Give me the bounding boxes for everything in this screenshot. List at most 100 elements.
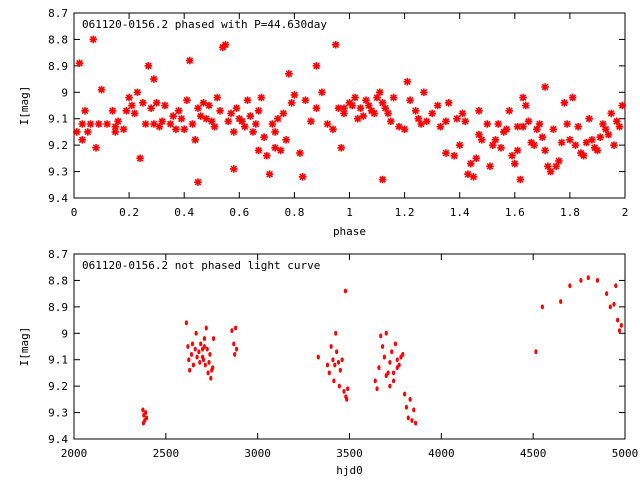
phased-x-tick-label: 1.2 — [395, 206, 415, 219]
unphased-data-point — [605, 291, 609, 297]
phased-data-point — [522, 101, 530, 110]
unphased-data-point — [412, 407, 416, 413]
unphased-data-point — [380, 344, 385, 349]
phased-data-point — [469, 173, 478, 181]
unphased-data-point — [614, 283, 618, 289]
unphased-data-point — [333, 362, 337, 368]
phased-data-point — [83, 128, 92, 136]
phased-data-point — [108, 106, 117, 115]
phased-data-point — [285, 69, 293, 78]
unphased-data-point — [209, 375, 213, 381]
phased-data-point — [475, 130, 483, 139]
phased-data-point — [400, 125, 409, 134]
unphased-data-point — [184, 320, 189, 326]
phased-data-point — [566, 136, 574, 144]
unphased-data-point — [393, 341, 398, 347]
phased-data-point — [370, 109, 379, 118]
phased-data-point — [599, 120, 607, 128]
unphased-data-point — [391, 370, 396, 376]
phased-data-point — [541, 146, 549, 155]
phased-data-point — [453, 114, 461, 123]
phased-data-point — [166, 120, 175, 128]
phased-data-point — [494, 120, 503, 128]
phased-data-point — [188, 120, 197, 128]
phased-data-point — [279, 109, 288, 118]
unphased-data-point — [233, 352, 237, 357]
phased-data-point — [477, 136, 486, 144]
phased-data-point — [403, 77, 412, 86]
unphased-y-tick-label: 8.8 — [48, 274, 68, 287]
phased-data-point — [114, 117, 122, 126]
phased-data-point — [94, 120, 103, 128]
phased-data-point — [331, 40, 340, 49]
phased-chart-xlabel: phase — [333, 225, 366, 238]
unphased-data-point — [343, 288, 348, 294]
phased-data-point — [133, 88, 142, 97]
phased-data-point — [555, 157, 563, 165]
unphased-data-point — [200, 354, 205, 360]
phased-data-point — [378, 175, 387, 184]
phased-data-point — [337, 143, 346, 152]
phased-data-point — [298, 173, 307, 181]
phased-data-point — [125, 93, 133, 102]
phased-data-point — [119, 125, 128, 134]
phased-data-point — [373, 93, 381, 102]
phased-chart: 0 0.2 0.4 0.6 0.8 1 1.2 1.4 1.6 1.8 2 8.7 8.8 8.9 9 9.1… — [18, 7, 628, 238]
phased-data-point — [560, 99, 569, 107]
unphased-data-point — [406, 415, 410, 421]
unphased-y-tick-label: 8.9 — [48, 301, 68, 314]
phased-data-point — [535, 120, 544, 128]
unphased-data-point — [195, 354, 199, 360]
unphased-data-point — [211, 365, 215, 371]
phased-data-point — [224, 117, 233, 126]
phased-y-tick-label: 9 — [61, 86, 68, 99]
phased-data-point — [213, 93, 222, 102]
unphased-data-point — [198, 359, 202, 365]
phased-y-tick-label: 9.1 — [48, 113, 68, 126]
phased-data-point — [417, 120, 425, 128]
phased-x-tick-label: 0.4 — [174, 206, 194, 219]
unphased-data-point — [612, 301, 616, 307]
unphased-x-tick-label: 4000 — [428, 447, 455, 460]
phased-data-point — [541, 83, 549, 91]
phased-data-point — [177, 114, 186, 123]
unphased-data-point — [205, 346, 209, 352]
phased-data-point — [458, 109, 467, 118]
unphased-data-point — [193, 346, 197, 352]
phased-data-point — [544, 162, 552, 171]
phased-data-point — [376, 88, 384, 97]
phased-y-tick-label: 8.8 — [48, 33, 68, 46]
unphased-data-point — [390, 349, 394, 355]
unphased-data-point — [204, 325, 208, 331]
phased-data-point — [395, 122, 403, 131]
phased-data-point — [301, 96, 310, 105]
phased-chart-points — [72, 35, 627, 186]
unphased-data-point — [395, 357, 399, 363]
phased-data-point — [442, 149, 450, 157]
phased-data-point — [508, 151, 516, 160]
phased-data-point — [263, 151, 271, 160]
phased-data-point — [169, 112, 177, 120]
phased-data-point — [502, 125, 511, 134]
unphased-data-point — [373, 378, 377, 384]
phased-data-point — [97, 85, 106, 94]
unphased-data-point — [338, 367, 342, 373]
unphased-data-point — [141, 420, 146, 426]
phased-data-point — [436, 122, 445, 131]
unphased-chart-ylabel: I[mag] — [18, 327, 31, 367]
phased-y-tick-label: 9.2 — [48, 139, 68, 152]
phased-data-point — [243, 96, 252, 105]
phased-data-point — [329, 125, 337, 134]
unphased-data-point — [211, 336, 216, 341]
unphased-data-point — [619, 322, 623, 328]
phased-data-point — [433, 101, 442, 110]
phased-data-point — [483, 120, 492, 128]
unphased-y-tick-label: 9.1 — [48, 354, 68, 367]
unphased-data-point — [194, 330, 198, 336]
phased-data-point — [254, 106, 263, 115]
unphased-chart-xlabel: hjd0 — [336, 464, 363, 477]
phased-data-point — [136, 154, 144, 163]
unphased-data-point — [345, 396, 349, 402]
phased-data-point — [422, 117, 431, 126]
